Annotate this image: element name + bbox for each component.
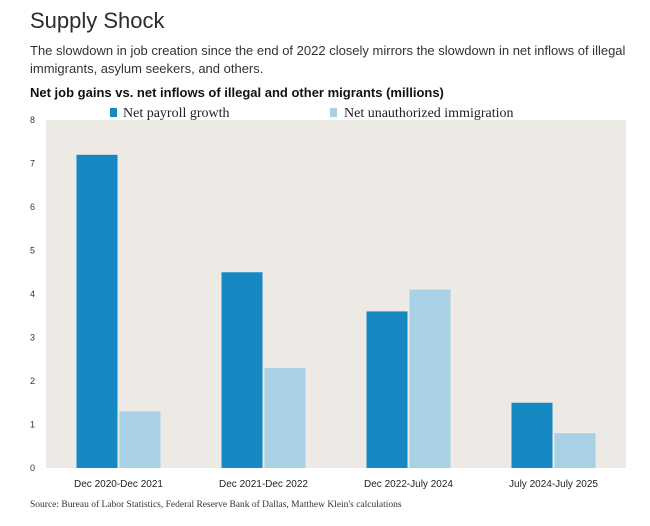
source-note: Source: Bureau of Labor Statistics, Fede…: [30, 500, 402, 510]
y-tick-label: 0: [30, 463, 35, 473]
legend: Net payroll growth Net unauthorized immi…: [110, 106, 514, 121]
bar-immigration: [554, 433, 596, 468]
chart-heading: Net job gains vs. net inflows of illegal…: [30, 85, 444, 100]
y-tick-label: 7: [30, 159, 35, 169]
x-axis: Dec 2020-Dec 2021 Dec 2021-Dec 2022 Dec 20…: [74, 479, 598, 490]
y-tick-label: 8: [30, 115, 35, 125]
bar-payroll: [511, 402, 553, 468]
x-tick-label: Dec 2020-Dec 2021: [74, 479, 163, 490]
x-tick-label: July 2024-July 2025: [509, 479, 598, 490]
y-tick-label: 4: [30, 289, 35, 299]
legend-label-immigration: Net unauthorized immigration: [344, 106, 514, 121]
x-tick-label: Dec 2021-Dec 2022: [219, 479, 308, 490]
y-tick-label: 6: [30, 202, 35, 212]
legend-swatch-payroll: [110, 108, 117, 117]
y-tick-label: 2: [30, 376, 35, 386]
page-title: Supply Shock: [30, 8, 165, 33]
y-axis: 0 1 2 3 4 5 6 7 8: [30, 115, 35, 473]
bar-immigration: [119, 411, 161, 468]
y-tick-label: 5: [30, 246, 35, 256]
bar-immigration: [264, 367, 306, 468]
legend-swatch-immigration: [330, 108, 337, 117]
bar-payroll: [221, 272, 263, 468]
bar-payroll: [76, 154, 118, 469]
y-tick-label: 3: [30, 333, 35, 343]
x-tick-label: Dec 2022-July 2024: [364, 479, 453, 490]
bar-chart: Net payroll growth Net unauthorized immi…: [30, 106, 626, 490]
bars: [76, 154, 596, 469]
y-tick-label: 1: [30, 420, 35, 430]
bar-immigration: [409, 289, 451, 468]
bar-payroll: [366, 311, 408, 468]
legend-label-payroll: Net payroll growth: [123, 106, 230, 121]
page-subtitle: The slowdown in job creation since the e…: [30, 43, 626, 76]
